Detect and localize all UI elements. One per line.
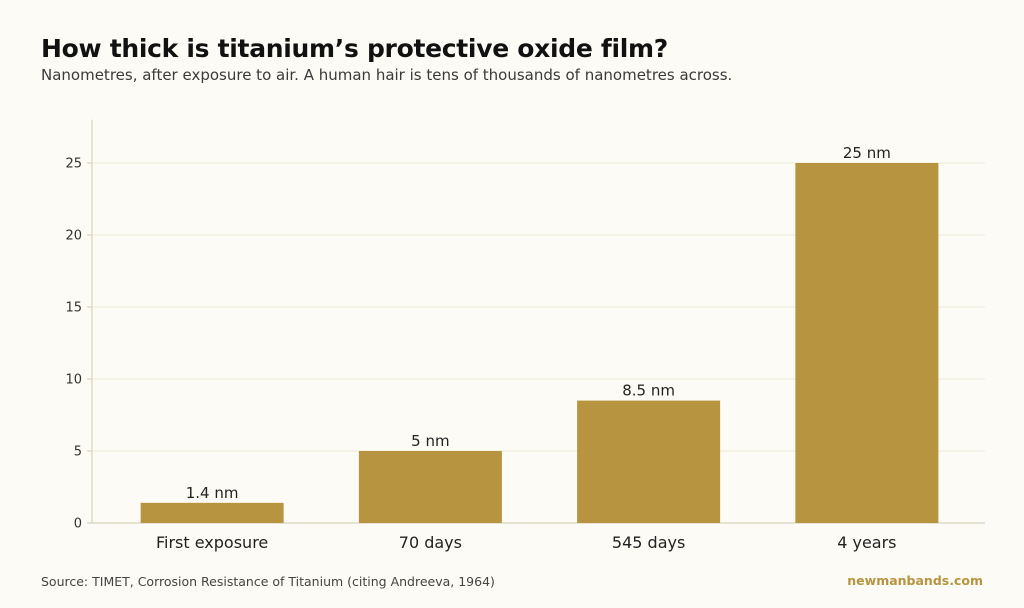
x-tick-label: 545 days bbox=[612, 533, 685, 552]
x-tick-label: First exposure bbox=[156, 533, 268, 552]
y-tick-label: 25 bbox=[65, 157, 82, 172]
bar bbox=[140, 502, 284, 523]
x-axis-ticks: First exposure 70 days 545 days 4 years bbox=[156, 533, 897, 552]
y-tick-label: 10 bbox=[65, 373, 82, 388]
y-tick-label: 20 bbox=[65, 229, 82, 244]
bar bbox=[577, 400, 721, 523]
bars bbox=[140, 163, 939, 523]
data-label: 25 nm bbox=[843, 144, 891, 162]
chart-title: How thick is titanium’s protective oxide… bbox=[41, 34, 668, 63]
data-label: 8.5 nm bbox=[622, 382, 675, 400]
chart-subtitle: Nanometres, after exposure to air. A hum… bbox=[41, 66, 733, 84]
data-label: 5 nm bbox=[411, 432, 449, 450]
data-label: 1.4 nm bbox=[186, 484, 239, 502]
brand-link[interactable]: newmanbands.com bbox=[847, 573, 983, 588]
y-tick-label: 15 bbox=[65, 301, 82, 316]
bar bbox=[358, 451, 502, 523]
y-tick-label: 0 bbox=[74, 517, 82, 532]
x-tick-label: 70 days bbox=[399, 533, 462, 552]
x-tick-label: 4 years bbox=[837, 533, 896, 552]
data-labels: 1.4 nm 5 nm 8.5 nm 25 nm bbox=[186, 144, 891, 502]
source-note: Source: TIMET, Corrosion Resistance of T… bbox=[41, 574, 495, 589]
y-tick-label: 5 bbox=[74, 445, 82, 460]
y-axis-ticks: 0 5 10 15 20 25 bbox=[65, 157, 92, 532]
bar bbox=[795, 163, 939, 523]
